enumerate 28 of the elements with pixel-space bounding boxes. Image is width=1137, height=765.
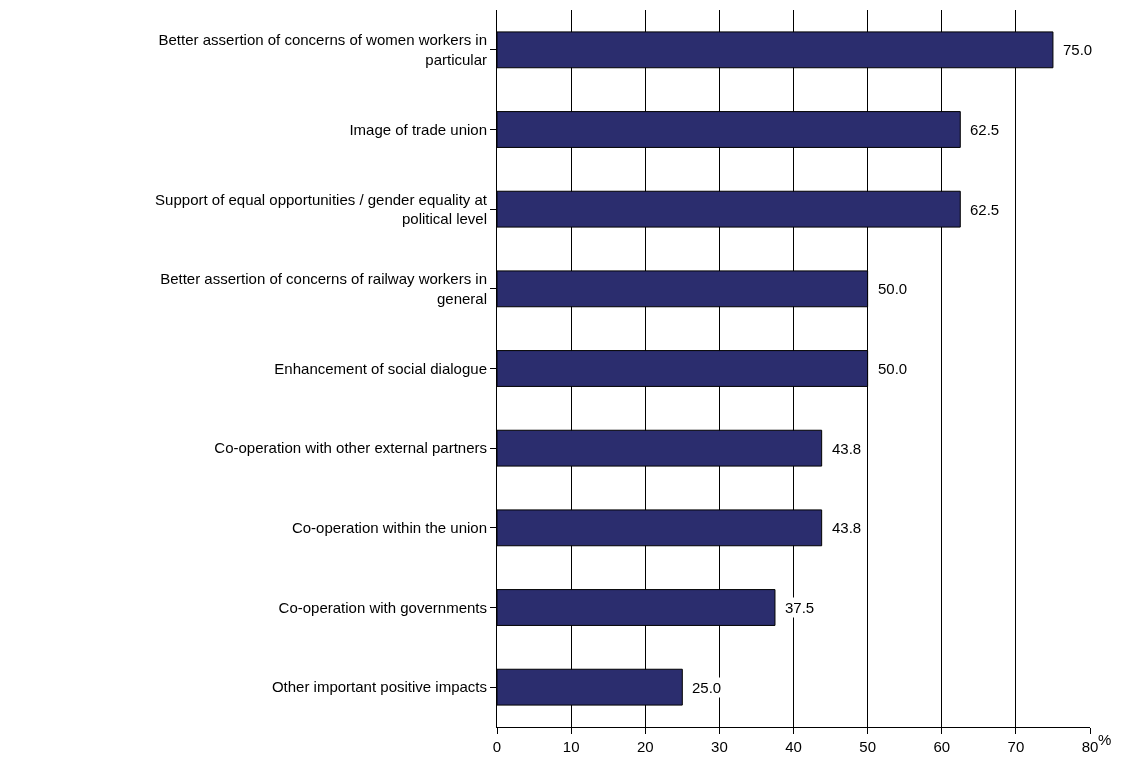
x-tick-label: 0 [492, 738, 502, 755]
y-tick-label: Co-operation with governments [278, 598, 487, 616]
x-tick-label: 30 [711, 738, 728, 755]
data-label: 50.0 [878, 360, 908, 377]
data-label: 62.5 [970, 121, 1000, 138]
x-tick-label: 60 [933, 738, 951, 755]
y-tick-label: Co-operation within the union [291, 519, 487, 537]
y-tick-label: Better assertion of concerns of women workers in particular [158, 31, 487, 68]
x-axis-title: % [1098, 731, 1112, 748]
y-tick-label: Other important positive impacts [271, 678, 487, 696]
y-tick-label: Co-operation with other external partners [214, 439, 487, 457]
y-tick-label: Enhancement of social dialogue [274, 359, 487, 377]
data-label: 25.0 [692, 679, 722, 696]
data-label: 37.5 [785, 599, 815, 616]
data-label: 75.0 [1063, 41, 1093, 58]
x-tick-label: 50 [859, 738, 876, 755]
data-label: 43.8 [832, 440, 862, 457]
data-label: 43.8 [832, 519, 862, 536]
x-tick-label: 10 [562, 738, 580, 755]
y-tick-label: Image of trade union [349, 120, 487, 138]
data-label: 62.5 [970, 201, 1000, 218]
x-tick-label: 40 [785, 738, 802, 755]
x-tick-label: 70 [1007, 738, 1025, 755]
y-tick-label: Support of equal opportunities / gender equality at political level [155, 190, 488, 228]
data-label: 50.0 [878, 280, 908, 297]
y-tick-label: Better assertion of concerns of railway workers in general [160, 270, 487, 307]
x-tick-label: 20 [636, 738, 654, 755]
x-tick-label: 80 [1081, 738, 1099, 755]
